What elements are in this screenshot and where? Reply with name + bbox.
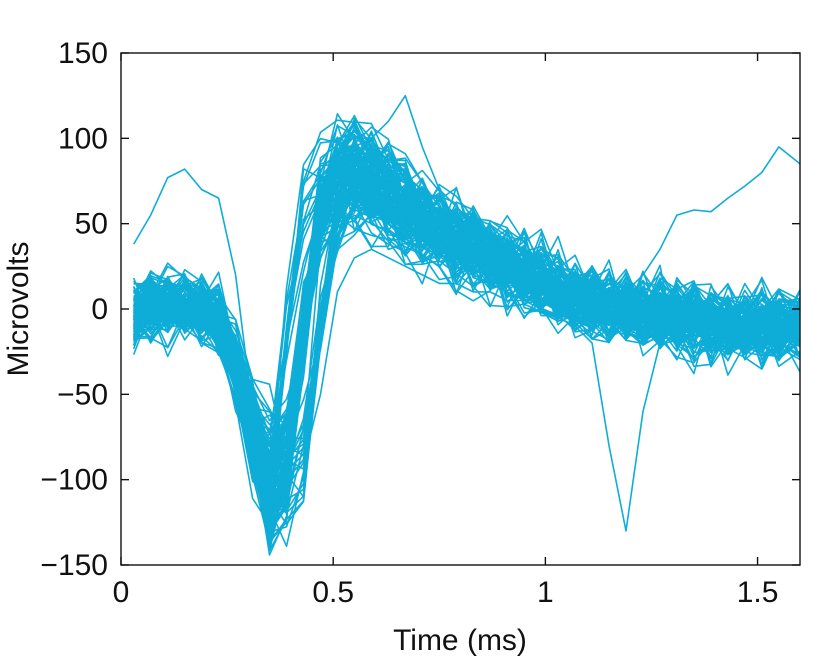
y-axis-label: Microvolts — [2, 241, 35, 376]
spike-waveform — [133, 147, 801, 463]
y-tick-label: −150 — [40, 549, 108, 582]
x-axis: 0 0.5 1 1.5 — [113, 53, 779, 609]
y-tick-label: 150 — [58, 37, 108, 70]
outlier-waveform — [133, 146, 800, 481]
x-tick-label: 1.5 — [737, 576, 779, 609]
outlier-waveform — [133, 171, 800, 532]
y-tick-label: −50 — [57, 378, 108, 411]
outlier-waveform — [133, 146, 801, 490]
y-tick-label: 100 — [58, 122, 108, 155]
x-tick-label: 0.5 — [312, 576, 354, 609]
x-axis-label: Time (ms) — [393, 624, 527, 657]
y-axis: −150 −100 −50 0 50 100 150 — [40, 37, 800, 582]
y-tick-label: 50 — [75, 208, 108, 241]
x-tick-label: 1 — [537, 576, 554, 609]
waveform-lines — [132, 94, 801, 556]
y-tick-label: −100 — [40, 464, 108, 497]
outlier-waveform — [133, 94, 800, 515]
y-tick-label: 0 — [91, 293, 108, 326]
x-tick-label: 0 — [113, 576, 130, 609]
spike-waveform — [133, 157, 801, 526]
spike-waveform — [133, 183, 801, 499]
